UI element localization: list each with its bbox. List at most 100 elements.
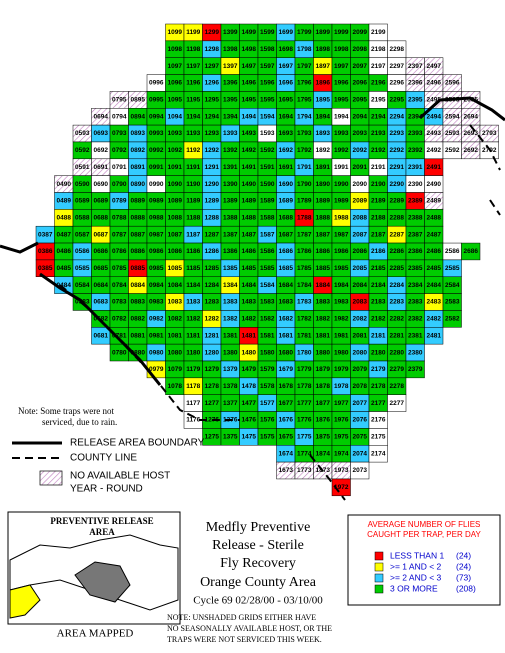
cell-label: 0488	[57, 214, 72, 221]
cell-label: 1485	[242, 265, 257, 272]
cell-label: 2098	[353, 46, 368, 53]
cell-label: 2196	[371, 80, 386, 87]
cell-label: 1284	[205, 282, 220, 289]
cell-label: 1593	[260, 130, 275, 137]
cell-label: 1286	[205, 248, 220, 255]
cell-label: 1479	[242, 366, 257, 373]
cell-label: 1884	[316, 282, 331, 289]
cell-label: 1878	[316, 383, 331, 390]
cell-label: 1790	[297, 181, 312, 188]
grid-cell	[424, 327, 444, 345]
cell-label: 2195	[371, 97, 386, 104]
cell-label: 1689	[279, 198, 294, 205]
grid-cell	[442, 310, 462, 328]
cell-label: 2185	[371, 265, 386, 272]
cell-label: 1991	[334, 164, 349, 171]
cell-label: 1089	[168, 198, 183, 205]
cell-label: 1774	[297, 450, 312, 457]
cell-label: 1083	[168, 299, 183, 306]
cell-label: 1290	[205, 181, 220, 188]
cell-label: 0982	[149, 316, 164, 323]
cell-label: 2199	[371, 29, 386, 36]
cell-label: 1777	[297, 400, 312, 407]
cell-label: 0586	[75, 248, 90, 255]
cell-label: 2294	[390, 113, 405, 120]
cell-label: 0694	[94, 113, 109, 120]
cell-label: 1277	[205, 400, 220, 407]
cell-label: 1899	[316, 29, 331, 36]
cell-label: 1876	[316, 417, 331, 424]
cell-label: 1281	[205, 332, 220, 339]
cell-label: 1581	[260, 332, 275, 339]
cell-label: 2486	[427, 248, 442, 255]
cell-label: 0387	[38, 231, 53, 238]
cell-label: 0891	[131, 164, 146, 171]
cell-label: 0980	[149, 349, 164, 356]
cell-label: 1282	[205, 316, 220, 323]
cell-label: 2198	[371, 46, 386, 53]
cell-label: 0689	[94, 198, 109, 205]
cell-label: 1592	[260, 147, 275, 154]
cell-label: 1798	[297, 46, 312, 53]
cell-label: 1187	[186, 231, 200, 238]
cell-label: 2386	[408, 248, 423, 255]
cell-label: 0885	[131, 265, 146, 272]
cell-label: 2073	[353, 467, 368, 474]
cell-label: 1190	[186, 181, 200, 188]
cell-label: 2295	[390, 97, 405, 104]
cell-label: 1499	[242, 29, 257, 36]
cell-label: 1491	[242, 164, 257, 171]
title-line: Medfly Preventive	[206, 520, 311, 535]
cell-label: 2096	[353, 80, 368, 87]
cell-label: 1199	[186, 29, 200, 36]
cell-label: 0587	[75, 231, 90, 238]
key-label: YEAR - ROUND	[70, 484, 143, 495]
cell-label: 2497	[427, 63, 442, 70]
cell-label: 0886	[131, 248, 146, 255]
cell-label: 0887	[131, 231, 146, 238]
cell-label: 0784	[112, 282, 127, 289]
grid-cell	[405, 360, 425, 379]
cell-label: 1081	[168, 332, 183, 339]
cell-label: 2492	[427, 147, 442, 154]
cell-label: 1082	[168, 316, 183, 323]
cell-label: 2594	[445, 113, 460, 120]
cell-label: 0690	[94, 181, 109, 188]
cell-label: 1092	[168, 147, 183, 154]
cell-label: 1090	[168, 181, 183, 188]
grid-cell	[368, 445, 388, 463]
cell-label: 1578	[260, 383, 275, 390]
cell-label: 1797	[297, 63, 312, 70]
cell-label: 1995	[334, 97, 349, 104]
grid-cell	[387, 394, 407, 412]
cell-label: 1287	[205, 231, 220, 238]
cell-label: 1392	[223, 147, 238, 154]
cell-label: 2089	[353, 198, 368, 205]
cell-label: 0881	[131, 332, 146, 339]
cell-label: 1394	[223, 113, 238, 120]
cell-label: 1881	[316, 332, 331, 339]
legend-swatch	[374, 551, 384, 561]
cell-label: 1895	[316, 97, 331, 104]
legend-label: >= 1 AND < 2	[390, 561, 442, 571]
cell-label: 2292	[390, 147, 405, 154]
cell-label: 2290	[390, 181, 405, 188]
cell-label: 2177	[371, 400, 386, 407]
grid-cell	[331, 478, 351, 497]
cell-label: 1893	[316, 130, 331, 137]
cell-label: 1595	[260, 97, 275, 104]
cell-label: 1494	[242, 113, 257, 120]
cell-label: 1388	[223, 214, 238, 221]
cell-label: 0484	[57, 282, 72, 289]
cell-label: 1296	[205, 80, 220, 87]
cell-label: 2490	[427, 181, 442, 188]
cell-label: 1486	[242, 248, 257, 255]
cell-label: 0688	[94, 214, 109, 221]
cell-label: 1579	[260, 366, 275, 373]
cell-label: 0693	[94, 130, 109, 137]
legend-title: CAUGHT PER TRAP, PER DAY	[367, 530, 481, 539]
cell-label: 0981	[149, 332, 164, 339]
cell-label: 1497	[242, 63, 257, 70]
cell-label: 1482	[242, 316, 257, 323]
